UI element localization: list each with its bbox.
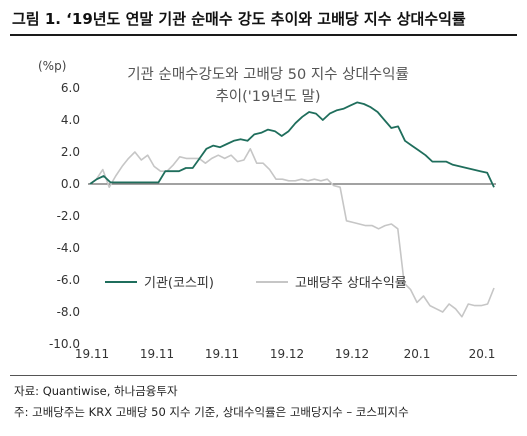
legend-label-high-dividend: 고배당주 상대수익률 [295,276,407,291]
x-tick-label: 20.1 [469,347,496,361]
high-dividend-series-line [89,148,495,318]
legend-label-institution: 기관(코스피) [144,276,214,291]
y-tick-label: -6.0 [57,273,80,287]
y-tick-label: -4.0 [57,241,80,255]
x-tick-label: 19.12 [270,347,304,361]
y-tick-label: 0.0 [61,177,80,191]
y-tick-label: -10.0 [49,337,80,351]
title-rule [10,34,517,36]
x-tick-label: 20.1 [404,347,431,361]
y-tick-label: -2.0 [57,209,80,223]
x-tick-label: 19.11 [205,347,239,361]
y-axis-label: (%p) [38,59,66,73]
x-tick-label: 19.11 [75,347,109,361]
y-tick-label: -8.0 [57,305,80,319]
x-tick-label: 19.11 [140,347,174,361]
source-note: 자료: Quantiwise, 하나금융투자 [14,384,178,398]
figure-title: 그림 1. ‘19년도 연말 기관 순매수 강도 추이와 고배당 지수 상대수익… [12,10,466,28]
institution-series-line [89,101,495,188]
footnote: 주: 고배당주는 KRX 고배당 50 지수 기준, 상대수익률은 고배당지수 … [14,405,409,419]
chart-title: 기관 순매수강도와 고배당 50 지수 상대수익률 [127,66,409,83]
y-tick-label: 4.0 [61,113,80,127]
bottom-rule [10,375,517,376]
x-tick-label: 19.12 [335,347,369,361]
y-tick-label: 6.0 [61,81,80,95]
y-tick-label: 2.0 [61,145,80,159]
chart-subtitle: 추이('19년도 말) [215,88,320,105]
